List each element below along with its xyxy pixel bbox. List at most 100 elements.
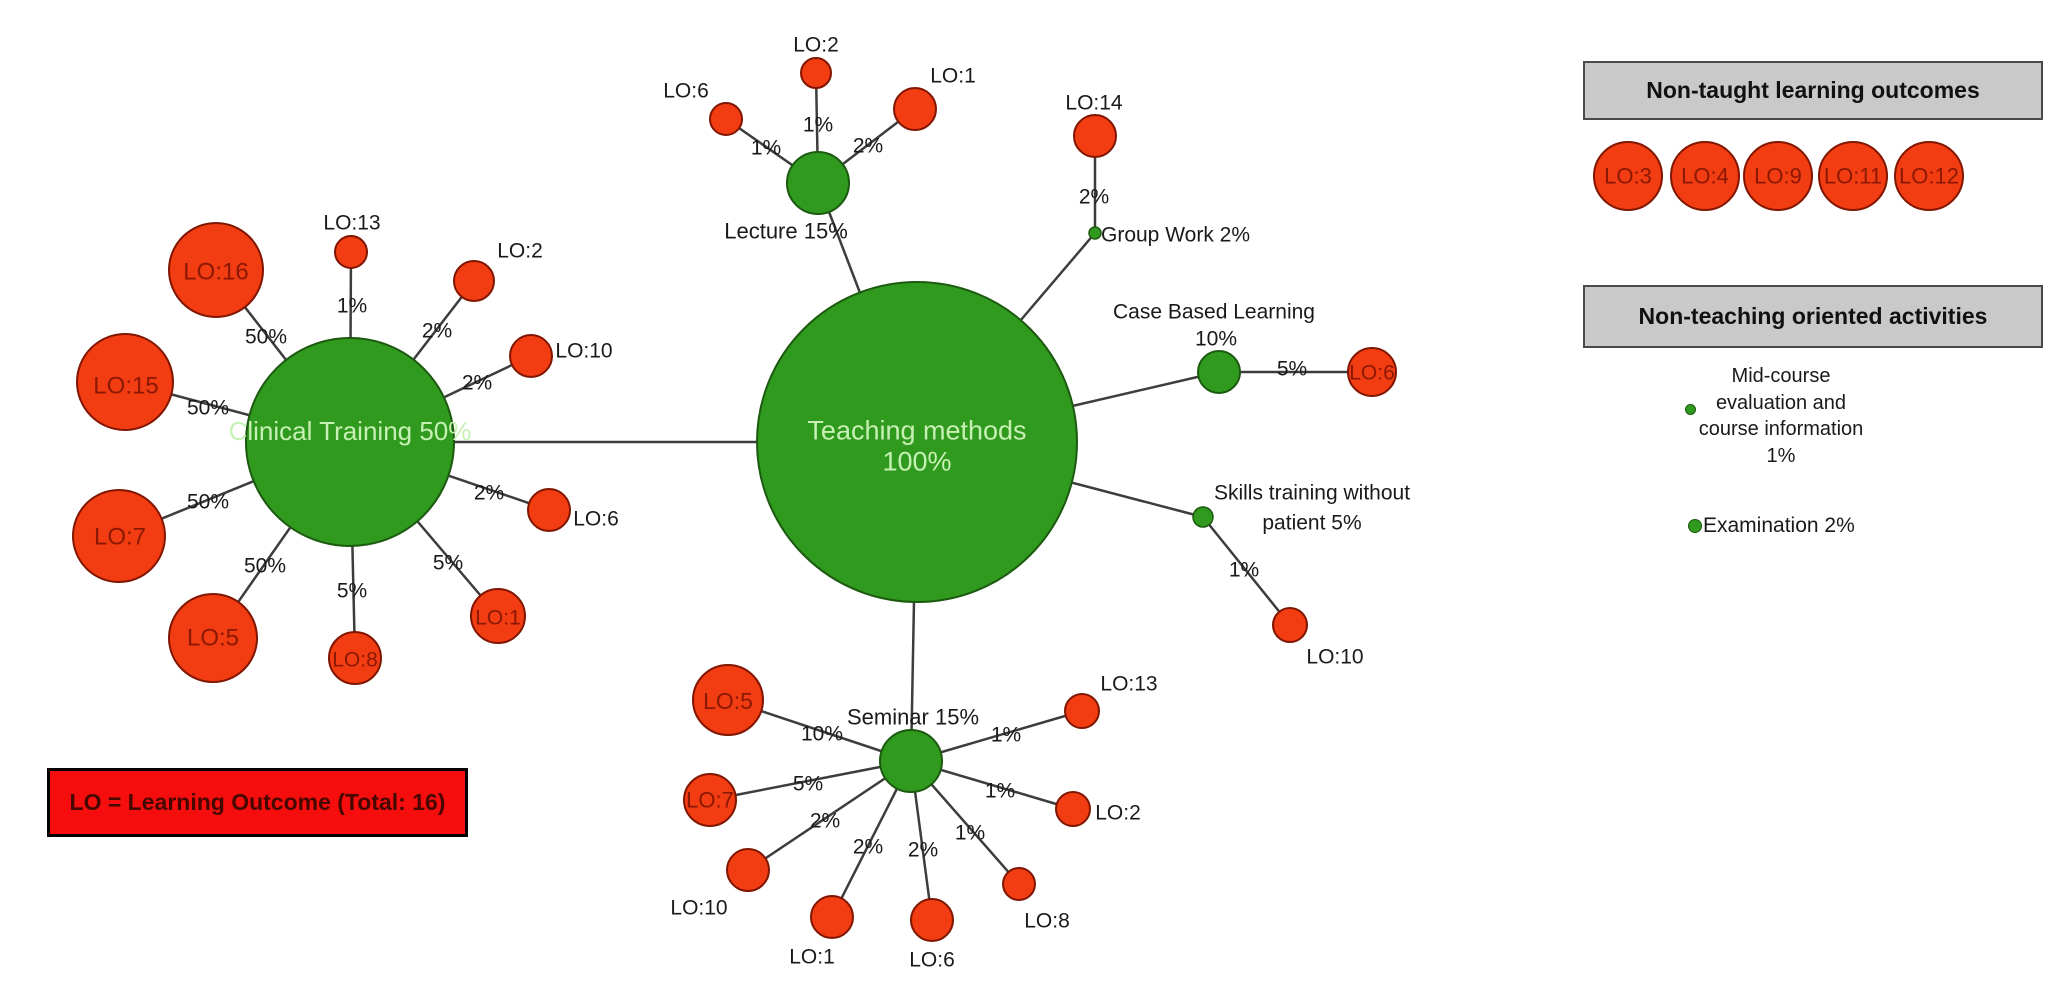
node-label-cl-lo1: LO:1 [475,606,521,629]
non-taught-outcomes-header: Non-taught learning outcomes [1583,61,2043,120]
node-sem-lo6 [910,898,954,942]
node-lec-lo2 [800,57,832,89]
node-lec-lo1 [893,87,937,131]
node-nt-lo4 [1670,141,1740,211]
node-label-cl-lo5: LO:5 [187,624,239,651]
edge-label-clinical-cl-lo5: 50% [244,554,286,577]
legend-label: LO = Learning Outcome (Total: 16) [69,789,446,815]
node-label-lec-lo6: LO:6 [663,79,709,102]
mid-course-line-4: 1% [1766,444,1796,467]
node-lec-lo6 [709,102,743,136]
non-teaching-activities-header: Non-teaching oriented activities [1583,285,2043,348]
edge-label-seminar-sem-lo10: 2% [810,809,840,832]
node-label-cl-lo10: LO:10 [555,339,612,362]
node-skills [1192,506,1214,528]
node-label-gw-lo14: LO:14 [1065,91,1123,114]
edge-label-lecture-lec-lo2: 1% [803,113,833,136]
node-clinical [245,337,455,547]
node-cl-lo7 [72,489,166,583]
node-sem-lo1 [810,895,854,939]
edge-label-seminar-sem-lo1: 2% [853,835,883,858]
node-label-cbl-lo6: LO:6 [1349,361,1395,384]
node-lecture [786,151,850,215]
edge-label-clinical-cl-lo8: 5% [337,579,367,602]
node-cl-lo5 [168,593,258,683]
node-label-nt-lo3: LO:3 [1604,164,1652,189]
node-label-sem-lo13: LO:13 [1100,672,1157,695]
edge-label-seminar-sem-lo8: 1% [955,821,985,844]
node-label-groupwork: Group Work 2% [1101,223,1250,246]
node-label-cl-lo13: LO:13 [323,211,380,234]
node-label-lec-lo1: LO:1 [930,64,976,87]
node-sem-lo5 [692,664,764,736]
edge-label-seminar-sem-lo7: 5% [793,772,823,795]
node-label-sem-lo5: LO:5 [703,688,753,714]
mid-course-evaluation-label: Mid-course evaluation and course informa… [1601,363,1961,469]
node-label-cl-lo15: LO:15 [93,372,158,399]
edge-label-seminar-sem-lo13: 1% [991,723,1021,746]
node-cbl-lo6 [1347,347,1397,397]
node-label-cl-lo8: LO:8 [332,648,378,671]
mid-course-line-2: evaluation and [1715,391,1847,414]
edge-label-seminar-sem-lo6: 2% [908,838,938,861]
node-sem-lo2 [1055,791,1091,827]
node-sk-lo10 [1272,607,1308,643]
node-cbl [1197,350,1241,394]
edge-seminar-sem-lo10 [746,759,913,872]
examination-label: Examination 2% [1703,514,1855,537]
node-label-sem-lo8: LO:8 [1024,909,1070,932]
edge-label-groupwork-gw-lo14: 2% [1079,185,1109,208]
edge-label-seminar-sem-lo5: 10% [801,722,843,745]
node-label-clinical: Clinical Training 50% [229,416,472,446]
node-sem-lo13 [1064,693,1100,729]
node-label-seminar: Seminar 15% [847,705,979,730]
edge-label-cbl-cbl-lo6: 5% [1277,357,1307,380]
edge-label-clinical-cl-lo10: 2% [462,371,492,394]
edge-label-clinical-cl-lo15: 50% [187,396,229,419]
node-teaching [756,281,1078,603]
node-cl-lo15 [76,333,174,431]
node-cl-lo10 [509,334,553,378]
legend-box: LO = Learning Outcome (Total: 16) [47,768,468,837]
edge-skills-sk-lo10 [1201,515,1292,627]
edge-label-clinical-cl-lo6: 2% [474,481,504,504]
node-label-cbl-2: 10% [1195,327,1237,350]
node-label-sem-lo7: LO:7 [686,788,734,813]
examination-dot [1688,519,1702,533]
node-cl-lo1 [470,588,526,644]
node-groupwork [1088,226,1102,240]
edge-label-clinical-cl-lo7: 50% [187,490,229,513]
edge-label-skills-sk-lo10: 1% [1229,558,1259,581]
node-label-sem-lo2: LO:2 [1095,801,1141,824]
node-label-sem-lo6: LO:6 [909,948,955,971]
node-label-skills: Skills training without [1214,481,1410,504]
node-label-nt-lo4: LO:4 [1681,164,1729,189]
mid-course-line-1: Mid-course [1731,365,1831,387]
node-nt-lo12 [1894,141,1964,211]
node-label-cbl: Case Based Learning [1113,300,1315,323]
node-gw-lo14 [1073,114,1117,158]
node-cl-lo13 [334,235,368,269]
node-label-cl-lo7: LO:7 [94,523,146,550]
node-sem-lo8 [1002,867,1036,901]
node-label-sem-lo1: LO:1 [789,945,835,968]
node-label-skills-2: patient 5% [1262,511,1361,534]
edge-label-clinical-cl-lo13: 1% [337,294,367,317]
edge-label-clinical-cl-lo2: 2% [422,319,452,342]
mid-course-line-3: course information [1698,418,1864,440]
node-label-cl-lo2: LO:2 [497,239,543,262]
node-sem-lo7 [683,773,737,827]
node-label-cl-lo16: LO:16 [183,258,248,285]
edge-seminar-sem-lo7 [708,759,913,802]
edge-label-clinical-cl-lo1: 5% [433,551,463,574]
node-label-teaching: Teaching methods [807,415,1026,445]
node-sem-lo10 [726,848,770,892]
mid-course-dot [1685,404,1696,415]
edge-label-seminar-sem-lo2: 1% [985,779,1015,802]
node-cl-lo2 [453,260,495,302]
node-label-nt-lo11: LO:11 [1824,164,1882,189]
node-label-nt-lo9: LO:9 [1754,164,1802,189]
node-nt-lo9 [1743,141,1813,211]
